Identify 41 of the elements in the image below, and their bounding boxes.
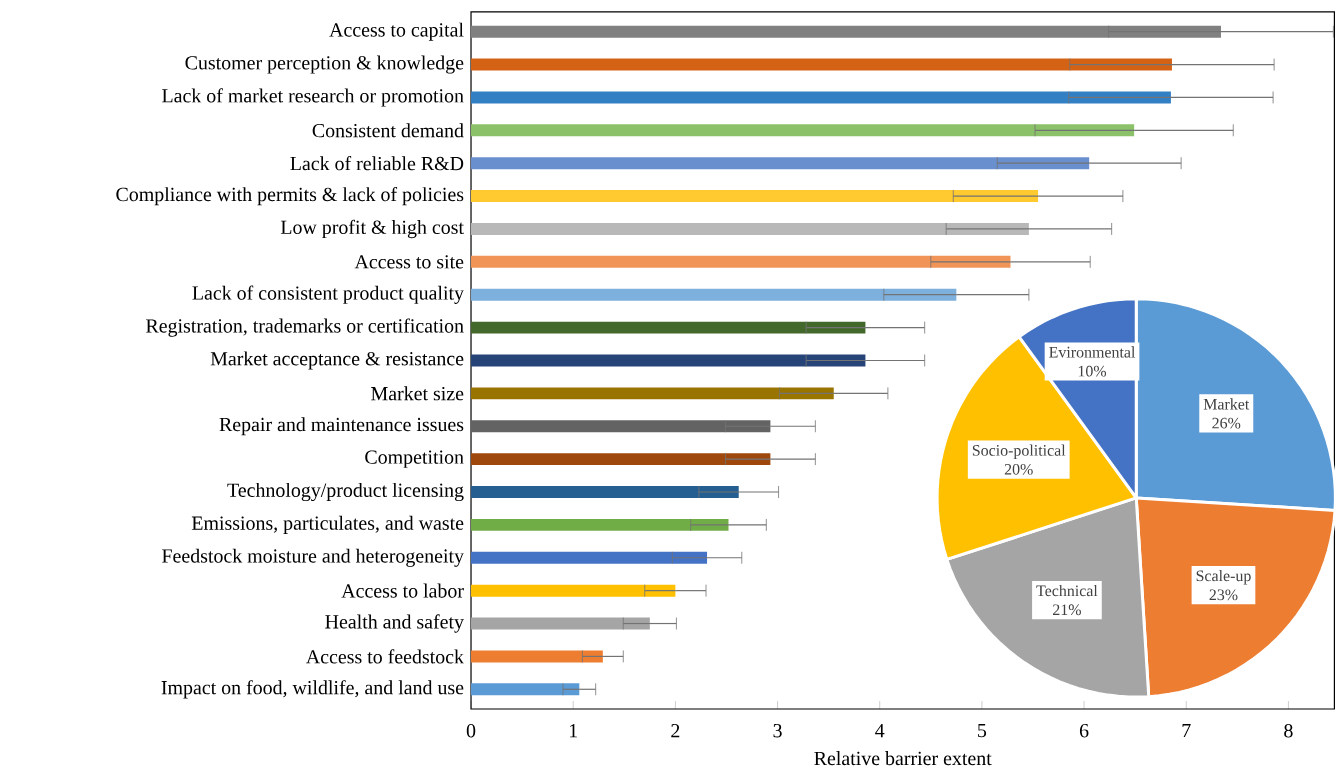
y-tick-label: Consistent demand (312, 123, 464, 138)
slice-label: Market (1203, 398, 1250, 410)
x-tick-label: 4 (875, 724, 885, 738)
data-label: 21% (1053, 604, 1081, 616)
data-label: 20% (1004, 464, 1033, 475)
y-tick-label: Lack of reliable R&D (290, 156, 464, 171)
x-tick-label: 7 (1182, 724, 1191, 738)
y-tick-label: Impact on food, wildlife, and land use (161, 680, 464, 699)
y-tick-label: Lack of consistent product quality (192, 285, 464, 305)
slice-label: Evironmental (1049, 346, 1136, 358)
y-tick-label: Emissions, particulates, and waste (191, 515, 464, 535)
y-tick-label: Compliance with permits & lack of policies (116, 187, 464, 206)
slice-label: Scale-up (1196, 570, 1251, 585)
x-tick-label: 6 (1079, 724, 1089, 738)
y-tick-label: Access to labor (341, 583, 464, 598)
data-label: 26% (1212, 417, 1241, 429)
x-tick-label: 5 (978, 724, 987, 738)
slice-label: Technical (1036, 585, 1098, 597)
y-tick-label: Health and safety (325, 614, 464, 633)
y-tick-label: Customer perception & knowledge (185, 55, 464, 74)
y-tick-label: Technology/product licensing (227, 483, 464, 502)
y-tick-label: Competition (365, 450, 464, 468)
y-tick-label: Access to feedstock (306, 649, 464, 664)
y-tick-label: Registration, trademarks or certification (146, 318, 464, 337)
y-tick-label: Lack of market research or promotion (162, 88, 464, 107)
y-tick-label: Low profit & high cost (280, 219, 464, 239)
x-tick-label: 8 (1284, 724, 1293, 738)
x-tick-label: 1 (569, 724, 577, 738)
y-tick-label: Feedstock moisture and heterogeneity (162, 548, 464, 567)
data-label: 10% (1078, 365, 1107, 377)
x-tick-label: 2 (671, 724, 680, 738)
x-tick-label: 3 (773, 724, 782, 738)
slice-label: Socio-political (972, 444, 1066, 460)
data-label: 23% (1209, 589, 1238, 601)
y-tick-label: Market size (371, 386, 464, 401)
y-tick-label: Repair and maintenance issues (219, 417, 464, 436)
y-tick-label: Market acceptance & resistance (210, 351, 464, 370)
y-tick-label: Access to site (354, 255, 464, 269)
x-tick-label: 0 (466, 724, 476, 738)
x-axis-title: Relative barrier extent (814, 751, 992, 766)
y-tick-label: Access to capital (329, 22, 464, 41)
